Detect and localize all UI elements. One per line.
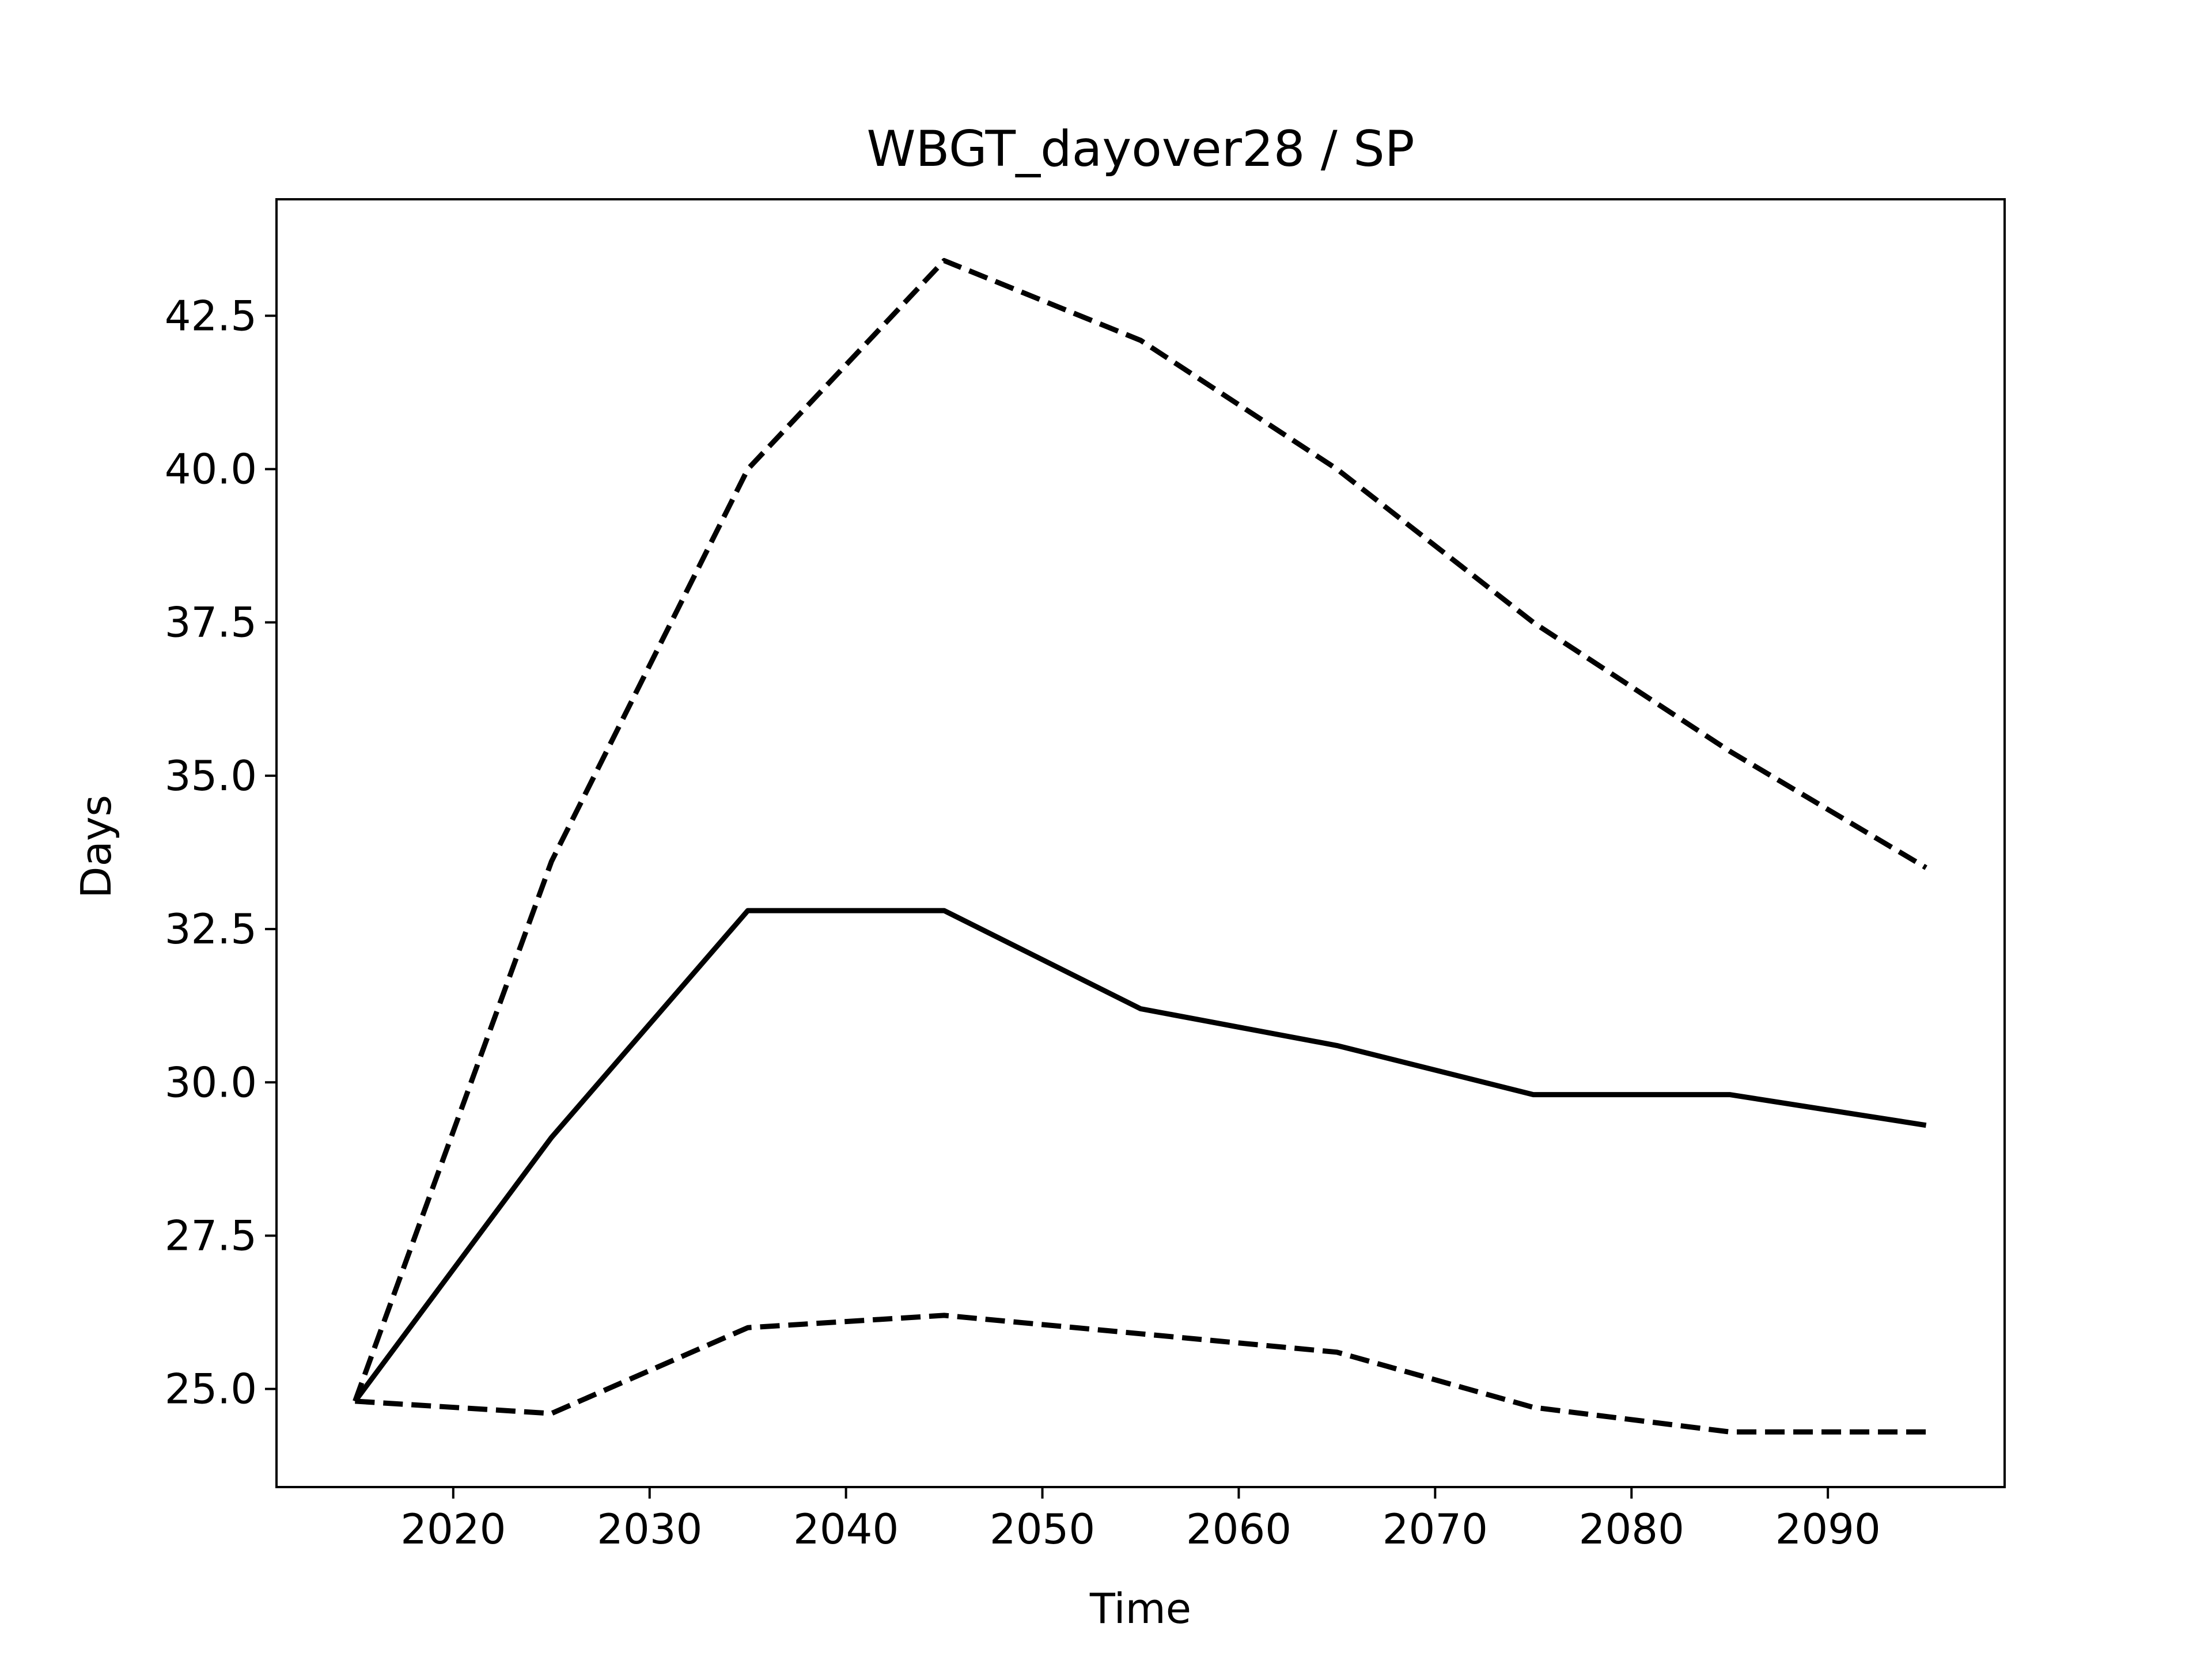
dashed-series-line-1 xyxy=(353,258,1927,1402)
data-point xyxy=(944,1315,945,1316)
data-point xyxy=(1926,867,1927,869)
y-axis-label: Days xyxy=(72,795,120,898)
data-point xyxy=(551,1137,552,1138)
data-point xyxy=(1729,750,1730,752)
chart-title: WBGT_dayover28 / SP xyxy=(866,120,1414,178)
data-point xyxy=(1533,622,1534,623)
x-tick-label: 2030 xyxy=(597,1505,702,1553)
data-point xyxy=(1533,1407,1534,1408)
data-point xyxy=(944,260,945,261)
data-point xyxy=(551,1413,552,1414)
data-point xyxy=(1140,340,1141,341)
data-point xyxy=(1140,1008,1141,1009)
data-point xyxy=(1140,1333,1141,1334)
x-axis-label: Time xyxy=(1089,1584,1191,1633)
y-tick-label: 40.0 xyxy=(165,445,257,493)
solid-series-line xyxy=(353,908,1927,1403)
data-point xyxy=(747,910,748,911)
y-tick-label: 25.0 xyxy=(165,1365,257,1413)
data-point xyxy=(747,468,748,469)
dashed-series-line-2 xyxy=(355,1313,1926,1435)
data-point xyxy=(1729,1094,1730,1095)
data-point xyxy=(747,1327,748,1328)
x-tick-label: 2050 xyxy=(990,1505,1095,1553)
y-tick-label: 27.5 xyxy=(165,1211,257,1260)
y-tick-label: 42.5 xyxy=(165,291,257,340)
x-tick-label: 2090 xyxy=(1775,1505,1881,1553)
x-tick-label: 2070 xyxy=(1382,1505,1488,1553)
x-tick-label: 2020 xyxy=(400,1505,506,1553)
data-point xyxy=(1729,1431,1730,1432)
data-point xyxy=(1926,1125,1927,1126)
data-point xyxy=(551,861,552,862)
data-point xyxy=(1533,1094,1534,1095)
y-tick-label: 37.5 xyxy=(165,598,257,647)
data-point xyxy=(1926,1431,1927,1432)
data-point xyxy=(1336,1045,1338,1046)
x-tick-label: 2040 xyxy=(793,1505,899,1553)
x-tick-label: 2060 xyxy=(1186,1505,1291,1553)
y-tick-label: 30.0 xyxy=(165,1058,257,1106)
series-layer xyxy=(353,258,1927,1435)
data-point xyxy=(1336,1352,1338,1353)
plot-frame xyxy=(275,198,2006,1488)
y-tick-label: 32.5 xyxy=(165,905,257,953)
data-point xyxy=(944,910,945,911)
x-tick-label: 2080 xyxy=(1579,1505,1684,1553)
y-tick-label: 35.0 xyxy=(165,752,257,800)
data-point xyxy=(354,1401,355,1402)
data-point xyxy=(1336,468,1338,469)
ticks-layer: 2020 2030 2040 2050 2060 2070 2080 2090 25.0 27.5… xyxy=(165,291,1881,1553)
